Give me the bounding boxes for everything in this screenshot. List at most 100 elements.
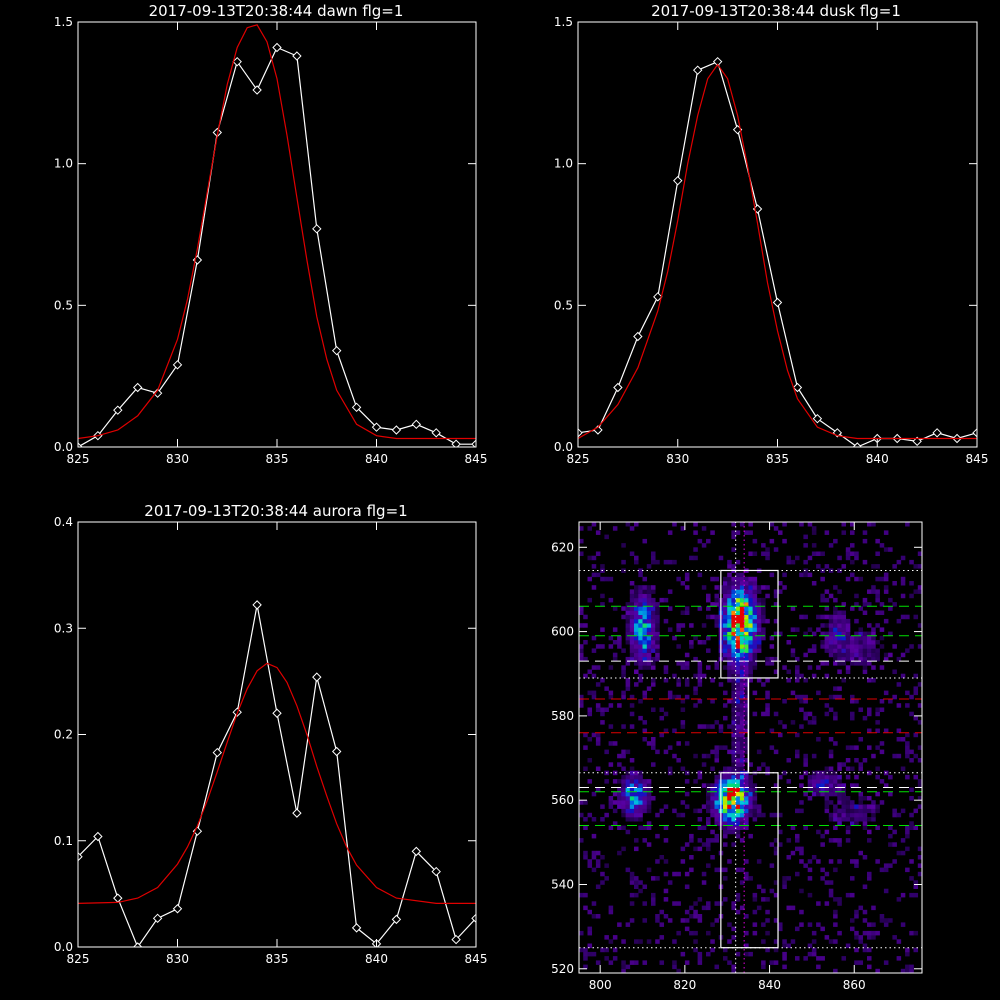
- heatmap-cell: [850, 572, 855, 578]
- heatmap-cell: [917, 644, 923, 649]
- heatmap-cell: [871, 930, 876, 936]
- heatmap-cell: [617, 825, 622, 831]
- heatmap-cell: [693, 530, 698, 535]
- heatmap-cell: [748, 623, 753, 628]
- heatmap-cell: [739, 606, 745, 611]
- heatmap-cell: [841, 648, 847, 653]
- heatmap-cell: [752, 589, 758, 594]
- heatmap-cell: [820, 593, 825, 599]
- heatmap-cell: [867, 652, 872, 658]
- heatmap-cell: [879, 610, 885, 616]
- heatmap-cell: [667, 627, 673, 632]
- heatmap-cell: [744, 707, 749, 713]
- heatmap-cell: [761, 606, 766, 611]
- heatmap-cell: [684, 694, 690, 700]
- heatmap-cell: [731, 812, 736, 818]
- heatmap-cell: [634, 791, 639, 797]
- heatmap-cell: [748, 644, 753, 649]
- heatmap-cell: [735, 821, 741, 826]
- heatmap-cell: [786, 669, 792, 675]
- heatmap-cell: [900, 737, 906, 742]
- heatmap-cell: [723, 593, 728, 599]
- heatmap-cell: [723, 602, 728, 607]
- heatmap-cell: [646, 614, 652, 620]
- heatmap-cell: [667, 530, 673, 535]
- heatmap-cell: [634, 627, 639, 632]
- heatmap-cell: [684, 926, 690, 932]
- heatmap-cell: [625, 796, 631, 801]
- heatmap-cell: [697, 808, 703, 814]
- heatmap-cell: [769, 661, 775, 666]
- heatmap-cell: [659, 808, 665, 814]
- plot-area: [78, 600, 476, 947]
- heatmap-cell: [617, 762, 622, 767]
- heatmap-cell: [655, 618, 660, 624]
- plot-area: [78, 24, 476, 447]
- heatmap-cell: [629, 766, 635, 772]
- heatmap-cell: [917, 589, 923, 594]
- heatmap-cell: [684, 610, 690, 616]
- heatmap-cell: [752, 652, 758, 658]
- heatmap-cell: [706, 787, 711, 793]
- heatmap-cell: [824, 623, 830, 628]
- heatmap-cell: [629, 812, 635, 818]
- heatmap-cell: [625, 867, 631, 873]
- heatmap-cell: [735, 808, 741, 814]
- heatmap-cell: [871, 648, 876, 653]
- heatmap-cell: [714, 867, 720, 873]
- heatmap-cell: [680, 707, 686, 713]
- heatmap-cell: [629, 758, 635, 763]
- heatmap-cell: [909, 964, 914, 970]
- heatmap-cell: [739, 753, 745, 759]
- heatmap-cell: [879, 779, 885, 784]
- heatmap-cell: [803, 711, 808, 717]
- heatmap-cell: [748, 614, 753, 620]
- heatmap-cell: [638, 623, 643, 628]
- heatmap-cell: [731, 964, 736, 970]
- heatmap-cell: [799, 707, 804, 713]
- heatmap-cell: [778, 720, 783, 725]
- heatmap-cell: [837, 555, 842, 561]
- heatmap-cell: [727, 804, 732, 809]
- heatmap-cell: [756, 884, 762, 890]
- heatmap-cell: [625, 614, 631, 620]
- heatmap-cell: [905, 732, 910, 738]
- heatmap-cell: [714, 812, 720, 818]
- data-point: [371, 422, 382, 432]
- heatmap-cell: [871, 522, 876, 527]
- heatmap-cell: [748, 783, 753, 788]
- heatmap-cell: [701, 825, 707, 831]
- heatmap-cell: [799, 614, 804, 620]
- heatmap-cell: [867, 796, 872, 801]
- heatmap-cell: [735, 694, 741, 700]
- heatmap-cell: [744, 593, 749, 599]
- heatmap-cell: [735, 728, 741, 734]
- heatmap-cell: [867, 817, 872, 822]
- heatmap-cell: [693, 547, 698, 552]
- heatmap-cell: [731, 640, 736, 645]
- heatmap-cell: [579, 656, 584, 662]
- heatmap-cell: [735, 951, 741, 957]
- heatmap-cell: [896, 728, 902, 734]
- heatmap-cell: [651, 876, 656, 881]
- heatmap-cell: [841, 623, 847, 628]
- heatmap-cell: [752, 930, 758, 936]
- heatmap-cell: [748, 669, 753, 675]
- heatmap-cell: [837, 614, 842, 620]
- heatmap-cell: [833, 787, 838, 793]
- heatmap-cell: [862, 947, 868, 953]
- heatmap-cell: [731, 804, 736, 809]
- heatmap-cell: [900, 922, 906, 927]
- heatmap-cell: [697, 682, 703, 687]
- heatmap-cell: [786, 876, 792, 881]
- heatmap-cell: [828, 737, 834, 742]
- heatmap-cell: [727, 800, 732, 805]
- heatmap-cell: [795, 926, 800, 932]
- heatmap-cell: [833, 618, 838, 624]
- heatmap-cell: [625, 770, 631, 776]
- heatmap-cell: [867, 522, 872, 527]
- heatmap-cell: [600, 627, 605, 632]
- heatmap-cell: [638, 631, 643, 637]
- y-tick-label: 0.2: [54, 728, 73, 742]
- heatmap-cell: [807, 922, 813, 927]
